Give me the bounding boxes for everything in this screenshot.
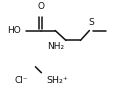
Text: O: O [37, 2, 44, 11]
Text: NH₂: NH₂ [47, 42, 64, 51]
Text: HO: HO [7, 26, 20, 35]
Text: Cl⁻: Cl⁻ [14, 76, 28, 85]
Text: SH₂⁺: SH₂⁺ [47, 76, 69, 85]
Text: S: S [88, 18, 94, 27]
